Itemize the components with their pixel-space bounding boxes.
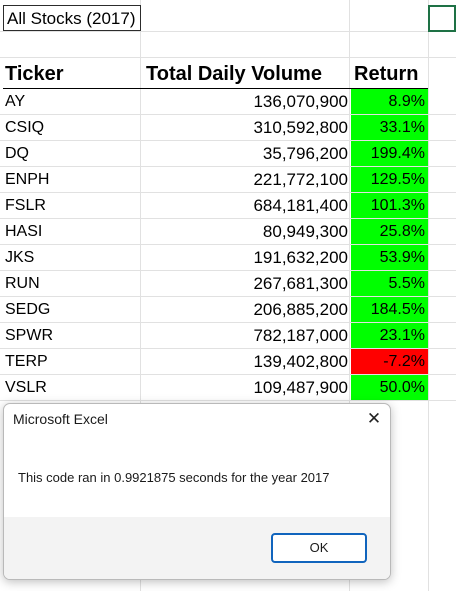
table-row: TERP 139,402,800 -7.2%: [0, 349, 456, 375]
volume-cell[interactable]: 136,070,900: [253, 92, 348, 111]
table-row: RUN 267,681,300 5.5%: [0, 271, 456, 297]
row-divider: [0, 244, 456, 245]
return-cell[interactable]: -7.2%: [351, 349, 428, 374]
row-divider: [0, 192, 456, 193]
return-cell[interactable]: 53.9%: [351, 245, 428, 270]
sheet-title-cell[interactable]: All Stocks (2017): [3, 5, 141, 31]
table-row: DQ 35,796,200 199.4%: [0, 141, 456, 167]
row-divider: [0, 322, 456, 323]
volume-cell[interactable]: 684,181,400: [253, 196, 348, 215]
table-row: VSLR 109,487,900 50.0%: [0, 375, 456, 401]
ticker-cell[interactable]: VSLR: [5, 379, 47, 396]
volume-cell[interactable]: 191,632,200: [253, 248, 348, 267]
row-divider: [0, 270, 456, 271]
ticker-cell[interactable]: HASI: [5, 223, 43, 240]
row-divider: [0, 140, 456, 141]
close-icon[interactable]: ✕: [366, 409, 382, 428]
row-divider: [0, 114, 456, 115]
table-row: SPWR 782,187,000 23.1%: [0, 323, 456, 349]
row-divider: [0, 31, 456, 32]
ticker-cell[interactable]: SEDG: [5, 301, 51, 318]
return-cell[interactable]: 33.1%: [351, 115, 428, 140]
volume-cell[interactable]: 310,592,800: [253, 118, 348, 137]
selected-cell[interactable]: [428, 5, 456, 32]
table-row: JKS 191,632,200 53.9%: [0, 245, 456, 271]
return-cell[interactable]: 8.9%: [351, 89, 428, 114]
volume-cell[interactable]: 267,681,300: [253, 274, 348, 293]
header-return[interactable]: Return: [354, 63, 419, 85]
ticker-cell[interactable]: FSLR: [5, 197, 46, 214]
table-row: FSLR 684,181,400 101.3%: [0, 193, 456, 219]
row-divider: [0, 348, 456, 349]
column-divider: [349, 0, 350, 591]
header-border: [3, 88, 428, 89]
ticker-cell[interactable]: AY: [5, 93, 26, 110]
row-divider: [0, 374, 456, 375]
ticker-cell[interactable]: ENPH: [5, 171, 50, 188]
volume-cell[interactable]: 206,885,200: [253, 300, 348, 319]
return-cell[interactable]: 25.8%: [351, 219, 428, 244]
ticker-cell[interactable]: DQ: [5, 145, 29, 162]
message-dialog: Microsoft Excel ✕ This code ran in 0.992…: [3, 403, 391, 580]
table-row: HASI 80,949,300 25.8%: [0, 219, 456, 245]
return-cell[interactable]: 199.4%: [351, 141, 428, 166]
dialog-footer: OK: [4, 517, 390, 579]
row-divider: [0, 166, 456, 167]
ticker-cell[interactable]: CSIQ: [5, 119, 45, 136]
return-cell[interactable]: 5.5%: [351, 271, 428, 296]
column-divider: [428, 0, 429, 591]
return-cell[interactable]: 184.5%: [351, 297, 428, 322]
row-divider: [0, 296, 456, 297]
table-row: SEDG 206,885,200 184.5%: [0, 297, 456, 323]
dialog-title: Microsoft Excel: [13, 411, 108, 427]
header-volume[interactable]: Total Daily Volume: [146, 63, 322, 85]
ticker-cell[interactable]: TERP: [5, 353, 48, 370]
volume-cell[interactable]: 782,187,000: [253, 326, 348, 345]
row-divider: [0, 218, 456, 219]
return-cell[interactable]: 50.0%: [351, 375, 428, 400]
ok-button[interactable]: OK: [271, 533, 367, 563]
return-cell[interactable]: 23.1%: [351, 323, 428, 348]
volume-cell[interactable]: 35,796,200: [262, 144, 348, 163]
volume-cell[interactable]: 221,772,100: [253, 170, 348, 189]
row-divider: [0, 57, 456, 58]
header-ticker[interactable]: Ticker: [5, 63, 64, 85]
dialog-message: This code ran in 0.9921875 seconds for t…: [18, 470, 330, 485]
table-row: ENPH 221,772,100 129.5%: [0, 167, 456, 193]
row-divider: [0, 400, 456, 401]
return-cell[interactable]: 129.5%: [351, 167, 428, 192]
column-divider: [140, 0, 141, 591]
return-cell[interactable]: 101.3%: [351, 193, 428, 218]
table-row: AY 136,070,900 8.9%: [0, 89, 456, 115]
ticker-cell[interactable]: RUN: [5, 275, 40, 292]
volume-cell[interactable]: 109,487,900: [253, 378, 348, 397]
volume-cell[interactable]: 80,949,300: [262, 222, 348, 241]
table-row: CSIQ 310,592,800 33.1%: [0, 115, 456, 141]
volume-cell[interactable]: 139,402,800: [253, 352, 348, 371]
ticker-cell[interactable]: JKS: [5, 249, 35, 266]
ticker-cell[interactable]: SPWR: [5, 327, 53, 344]
